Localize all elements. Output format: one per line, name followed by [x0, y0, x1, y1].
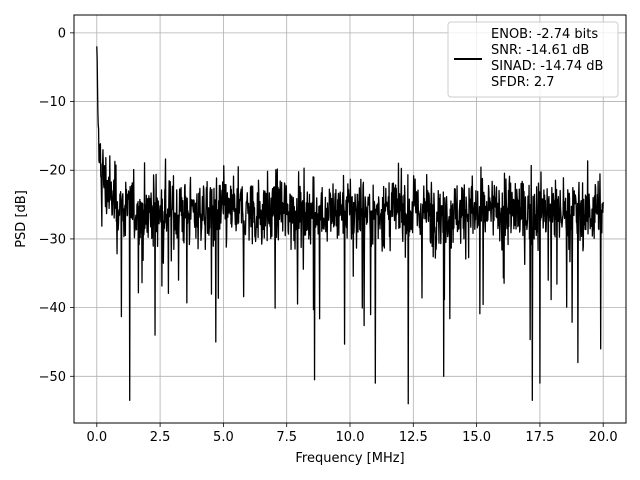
- x-tick-label: 10.0: [336, 430, 365, 445]
- x-tick-label: 15.0: [462, 430, 491, 445]
- y-tick-label: 0: [58, 26, 66, 41]
- y-tick-label: −10: [39, 95, 66, 110]
- legend-sinad: SINAD: -14.74 dB: [491, 59, 603, 74]
- legend-snr: SNR: -14.61 dB: [491, 43, 589, 58]
- series-line: [96, 46, 604, 405]
- x-axis-label: Frequency [MHz]: [295, 451, 404, 466]
- y-axis-label: PSD [dB]: [14, 190, 29, 248]
- y-tick-label: −30: [39, 232, 66, 247]
- x-tick-label: 5.0: [213, 430, 234, 445]
- series-psd: [96, 46, 604, 405]
- legend-enob: ENOB: -2.74 bits: [491, 27, 598, 42]
- x-tick-label: 12.5: [399, 430, 428, 445]
- legend-box: [447, 21, 619, 98]
- legend: ENOB: -2.74 bits SNR: -14.61 dB SINAD: -…: [447, 21, 619, 98]
- y-axis: 0 −10 −20 −30 −40 −50: [39, 26, 74, 385]
- x-tick-label: 17.5: [525, 430, 554, 445]
- y-tick-label: −20: [39, 164, 66, 179]
- x-axis: 0.0 2.5 5.0 7.5 10.0 12.5 15.0 17.5 20.0: [86, 423, 618, 445]
- x-tick-label: 7.5: [276, 430, 297, 445]
- x-tick-label: 0.0: [86, 430, 107, 445]
- legend-sfdr: SFDR: 2.7: [491, 75, 555, 90]
- x-tick-label: 20.0: [589, 430, 618, 445]
- x-tick-label: 2.5: [150, 430, 171, 445]
- y-tick-label: −40: [39, 301, 66, 316]
- y-tick-label: −50: [39, 370, 66, 385]
